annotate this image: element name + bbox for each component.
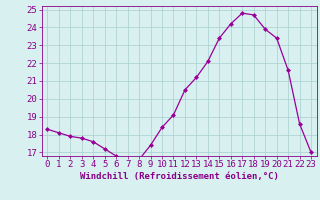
X-axis label: Windchill (Refroidissement éolien,°C): Windchill (Refroidissement éolien,°C) <box>80 172 279 181</box>
